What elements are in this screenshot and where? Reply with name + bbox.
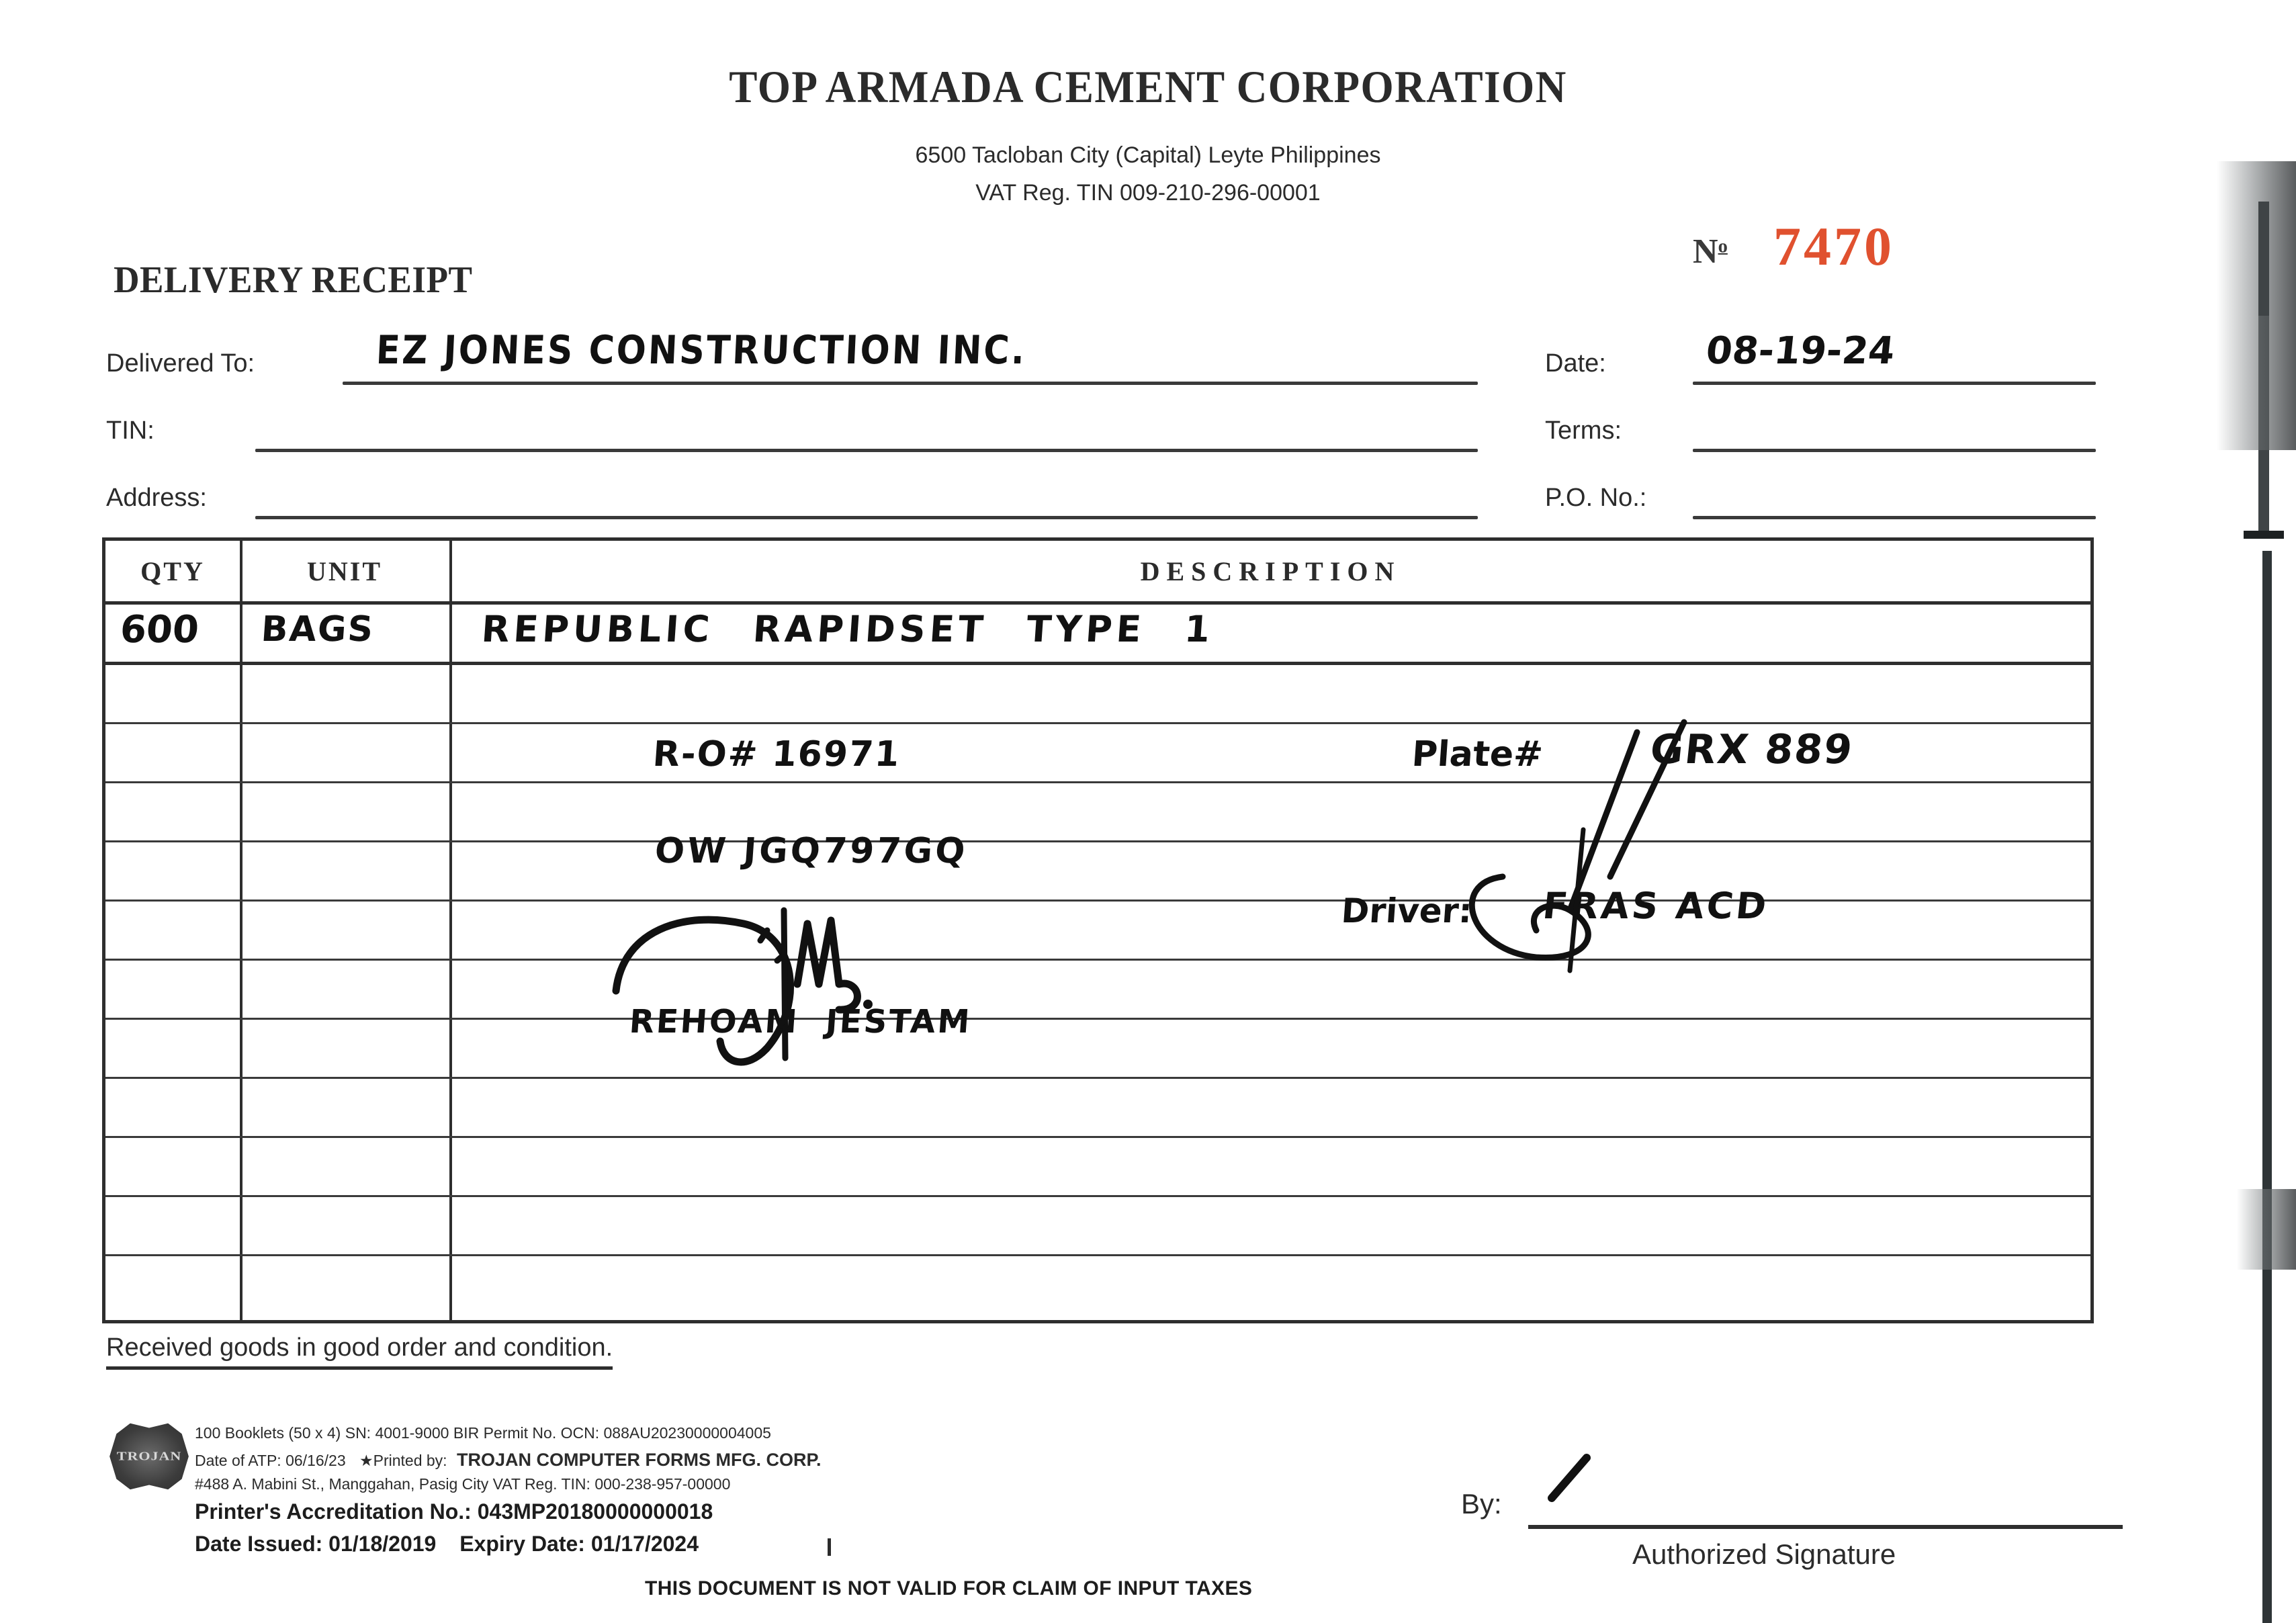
table-rule-1	[105, 662, 2090, 665]
table-rule-6	[105, 959, 2090, 961]
table-rule-5	[105, 900, 2090, 902]
delivered-to-rule	[343, 382, 1478, 385]
printer-seal-logo: TROJAN	[109, 1423, 189, 1490]
driver-value: FRAS ACD	[1540, 885, 1771, 927]
plate-number-label: Plate#	[1410, 734, 1544, 775]
tin-label: TIN:	[106, 416, 154, 445]
printer-company-name: TROJAN COMPUTER FORMS MFG. CORP.	[456, 1450, 822, 1470]
terms-label: Terms:	[1545, 416, 1622, 445]
ro-number-annotation: R-O# 16971	[651, 734, 902, 775]
table-row-unit-value: BAGS	[259, 609, 376, 650]
authorized-signature-mark	[1548, 1454, 1591, 1502]
table-col-divider-qty	[240, 541, 242, 1320]
date-value: 08-19-24	[1704, 329, 1897, 373]
printer-seal-text: TROJAN	[116, 1449, 182, 1463]
table-rule-10	[105, 1195, 2090, 1197]
input-tax-disclaimer: THIS DOCUMENT IS NOT VALID FOR CLAIM OF …	[645, 1577, 1253, 1599]
delivered-to-value: EZ JONES CONSTRUCTION INC.	[375, 328, 1028, 374]
column-header-unit: UNIT	[306, 556, 383, 586]
table-row-qty-value: 600	[118, 608, 201, 652]
table-rule-7	[105, 1018, 2090, 1020]
po-number-label: P.O. No.:	[1545, 484, 1647, 512]
table-rule-11	[105, 1254, 2090, 1256]
printer-atp-line: Date of ATP: 06/16/23 ★Printed by: TROJA…	[195, 1450, 822, 1471]
table-row-description-value: REPUBLIC RAPIDSET TYPE 1	[480, 608, 1216, 650]
received-goods-note: Received goods in good order and conditi…	[106, 1333, 613, 1370]
printed-by-label: ★Printed by:	[359, 1452, 447, 1469]
column-header-qty: QTY	[140, 556, 205, 586]
delivered-to-label: Delivered To:	[106, 349, 255, 378]
date-rule	[1693, 382, 2096, 385]
goods-table: QTY UNIT DESCRIPTION 600 BAGS REPUBLIC R…	[102, 537, 2094, 1323]
table-rule-header	[105, 601, 2090, 605]
table-rule-2	[105, 722, 2090, 724]
scan-edge-shadow-bottom	[2237, 1189, 2296, 1270]
scan-edge-bar-lower	[2262, 551, 2272, 1623]
table-rule-9	[105, 1136, 2090, 1138]
scan-edge-shadow-top	[2217, 161, 2296, 316]
receiver-signature-scribble	[612, 907, 873, 1066]
column-header-description: DESCRIPTION	[1140, 556, 1401, 586]
printer-expiry-date: Expiry Date: 01/17/2024	[459, 1532, 699, 1556]
address-rule	[255, 516, 1478, 519]
scan-speck-mark	[828, 1538, 831, 1556]
by-label: By:	[1461, 1488, 1502, 1520]
receipt-number-value: 7470	[1773, 216, 1894, 277]
table-rule-3	[105, 781, 2090, 783]
scan-edge-notch	[2244, 531, 2284, 539]
po-number-rule	[1693, 516, 2096, 519]
company-name: TOP ARMADA CEMENT CORPORATION	[729, 61, 1567, 112]
authorized-signature-label: Authorized Signature	[1632, 1538, 1896, 1570]
company-vat-tin: VAT Reg. TIN 009-210-296-00001	[975, 180, 1321, 206]
driver-label: Driver:	[1339, 891, 1474, 930]
date-label: Date:	[1545, 349, 1606, 378]
printer-booklet-info: 100 Booklets (50 x 4) SN: 4001-9000 BIR …	[195, 1424, 771, 1442]
plate-number-value: GRX 889	[1648, 726, 1856, 773]
terms-rule	[1693, 449, 2096, 452]
table-col-divider-unit	[449, 541, 452, 1320]
address-label: Address:	[106, 484, 207, 512]
company-address: 6500 Tacloban City (Capital) Leyte Phili…	[915, 142, 1381, 168]
scan-edge-shadow-mid	[2217, 316, 2296, 450]
printer-date-issued: Date Issued: 01/18/2019	[195, 1532, 437, 1556]
printer-issue-dates: Date Issued: 01/18/2019 Expiry Date: 01/…	[195, 1532, 699, 1556]
receiver-printed-name: REHOAM JESTAM	[628, 1003, 973, 1041]
printer-accreditation-no: Printer's Accreditation No.: 043MP201800…	[195, 1499, 713, 1524]
printer-address-line: #488 A. Mabini St., Manggahan, Pasig Cit…	[195, 1475, 731, 1493]
tin-rule	[255, 449, 1478, 452]
table-rule-4	[105, 840, 2090, 842]
page-title: DELIVERY RECEIPT	[114, 259, 473, 301]
receipt-number-label: No	[1693, 232, 1728, 271]
ow-code-annotation: OW JGQ797GQ	[653, 831, 969, 871]
table-rule-8	[105, 1077, 2090, 1079]
printer-atp-date: Date of ATP: 06/16/23	[195, 1452, 346, 1469]
by-signature-rule	[1528, 1525, 2123, 1529]
